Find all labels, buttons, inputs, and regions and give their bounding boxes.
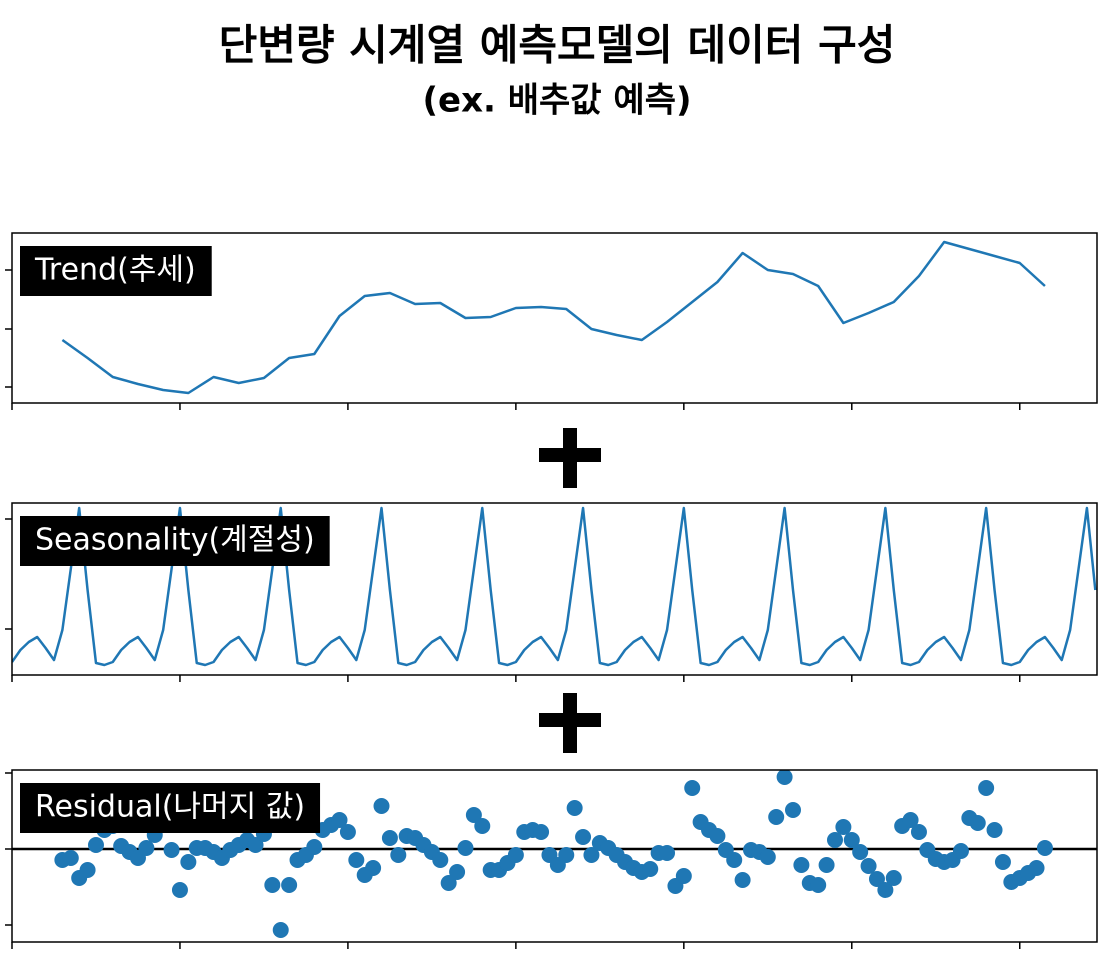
dot [877, 882, 894, 898]
dot [180, 854, 197, 870]
plot-area [61, 240, 1046, 395]
frame [11, 232, 1098, 404]
dot [784, 802, 801, 818]
dot [390, 847, 407, 863]
dot [885, 870, 902, 886]
line [61, 240, 1046, 395]
main-title: 단변량 시계열 예측모델의 데이터 구성 [219, 21, 896, 70]
dot [264, 877, 281, 893]
dot [474, 818, 491, 834]
dot [835, 819, 852, 835]
label-box [20, 246, 212, 296]
dot [969, 815, 986, 831]
dot [575, 829, 592, 845]
dot [62, 850, 79, 866]
dot [138, 840, 155, 856]
dot [507, 847, 524, 863]
dot [952, 843, 969, 859]
dot [365, 860, 382, 876]
plus-sign [539, 428, 601, 488]
panel-title: Trend(추세) [34, 253, 196, 288]
panel: Trend(추세) [5, 232, 1098, 410]
subtitle: (ex. 배추값 예측) [422, 81, 691, 121]
dot [868, 871, 885, 887]
dot [759, 849, 776, 865]
dot [852, 844, 869, 860]
dot [642, 861, 659, 877]
plus-sign [539, 693, 601, 753]
dot [440, 875, 457, 891]
dot [558, 847, 575, 863]
dot [826, 832, 843, 848]
panel: Seasonality(계절성) [5, 502, 1098, 682]
dot [793, 857, 810, 873]
dot [449, 864, 466, 880]
dot [675, 868, 692, 884]
frame [11, 502, 1098, 676]
dot [281, 877, 298, 893]
dot [810, 877, 827, 893]
dot [684, 780, 701, 796]
dot [776, 770, 793, 785]
dot [860, 858, 877, 874]
dot [902, 812, 919, 828]
dot [465, 807, 482, 823]
dot [373, 798, 390, 814]
dot [163, 842, 180, 858]
label-box [20, 783, 321, 833]
dot [843, 832, 860, 848]
dot [533, 824, 550, 840]
dot [978, 780, 995, 796]
dot [1028, 860, 1045, 876]
label-box [20, 516, 330, 566]
dot [768, 809, 785, 825]
dot [986, 822, 1003, 838]
dot [306, 839, 323, 855]
dot [247, 837, 264, 853]
dot [171, 882, 188, 898]
dot [659, 845, 676, 861]
frame [11, 769, 1098, 943]
dot [818, 857, 835, 873]
dot [87, 837, 104, 853]
dot [566, 800, 583, 816]
plot-area [12, 506, 1097, 667]
line [12, 506, 1097, 667]
panel-title: Residual(나머지 값) [35, 790, 305, 825]
dot [734, 872, 751, 888]
dot [910, 824, 927, 840]
panel-title: Seasonality(계절성) [35, 523, 315, 558]
dot [726, 852, 743, 868]
dot [339, 824, 356, 840]
dot [272, 922, 289, 938]
panel: Residual(나머지 값) [5, 769, 1098, 949]
plot-area [12, 770, 1097, 938]
dot [331, 812, 348, 828]
dot [432, 852, 449, 868]
dot [348, 852, 365, 868]
dot [709, 828, 726, 844]
dot [583, 847, 600, 863]
dot [79, 862, 96, 878]
dot [1036, 840, 1053, 856]
dot [381, 830, 398, 846]
dot [994, 854, 1011, 870]
dot [457, 840, 474, 856]
